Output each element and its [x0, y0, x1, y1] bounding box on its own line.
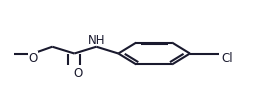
Text: Cl: Cl: [222, 52, 233, 65]
Text: O: O: [28, 52, 38, 65]
Text: O: O: [28, 52, 38, 65]
Text: NH: NH: [88, 34, 105, 47]
Text: O: O: [73, 67, 82, 80]
